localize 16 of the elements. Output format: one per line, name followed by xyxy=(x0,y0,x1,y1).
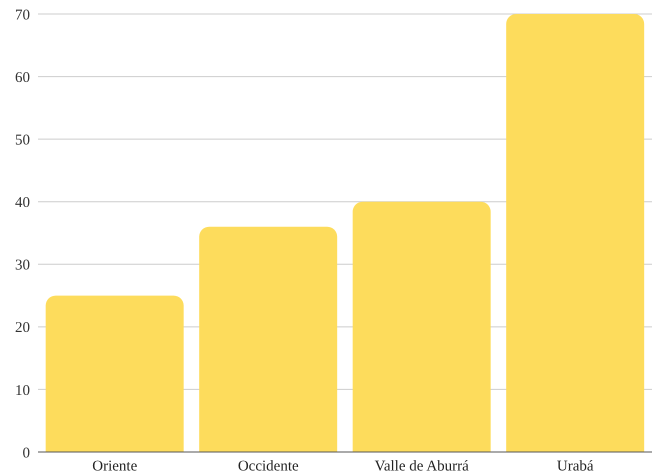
bar xyxy=(352,202,491,452)
bar xyxy=(46,296,184,452)
x-tick-label: Valle de Aburrá xyxy=(374,458,470,475)
y-tick-label: 40 xyxy=(15,195,30,212)
y-tick-label: 50 xyxy=(15,132,30,148)
x-tick-label: Occidente xyxy=(238,458,299,475)
y-tick-label: 70 xyxy=(15,7,30,24)
y-tick-label: 10 xyxy=(15,382,30,399)
y-tick-label: 60 xyxy=(15,70,30,86)
y-tick-label: 30 xyxy=(15,258,30,274)
bar xyxy=(199,226,338,452)
bar xyxy=(506,14,644,452)
x-tick-label: Urabá xyxy=(556,458,594,475)
y-tick-label: 0 xyxy=(22,445,30,462)
x-tick-label: Oriente xyxy=(92,458,138,475)
y-tick-label: 20 xyxy=(15,320,30,336)
